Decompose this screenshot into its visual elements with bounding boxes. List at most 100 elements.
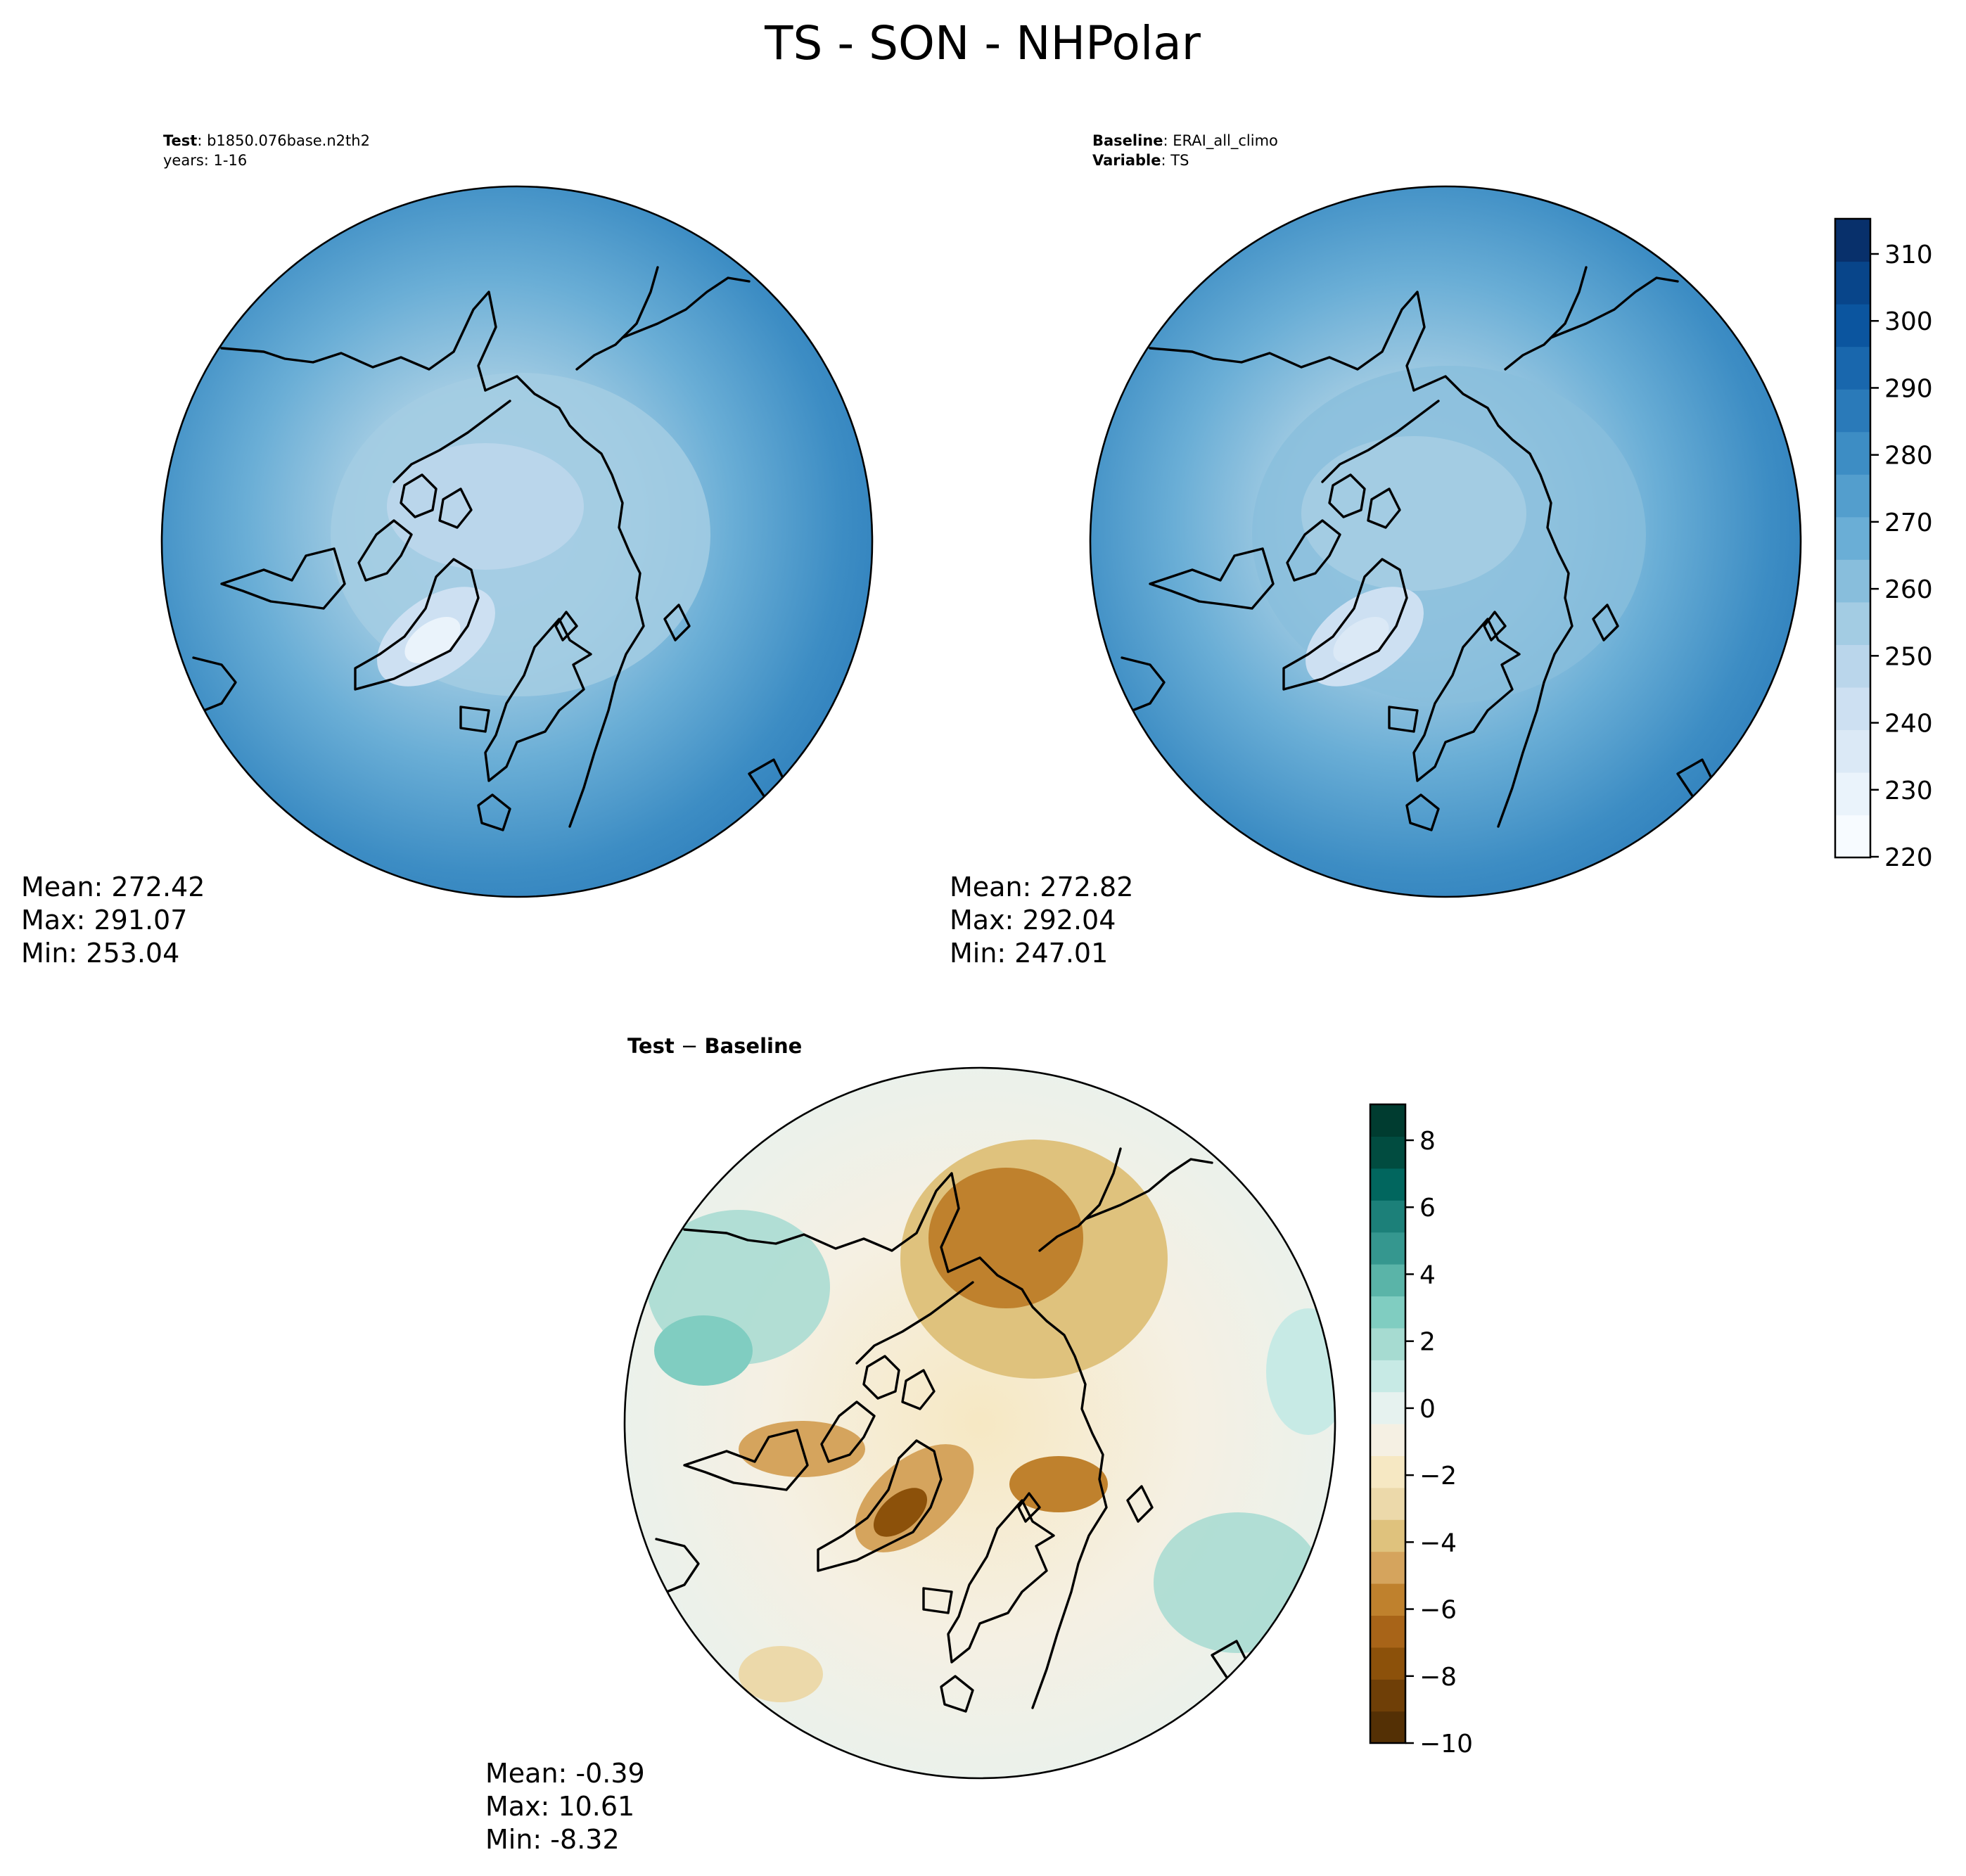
absolute-colorbar: 310 300 290 280 270 260 250 240 230 220 — [1834, 217, 1933, 872]
test-map — [162, 186, 872, 897]
baseline-mean: Mean: 272.82 — [950, 872, 1133, 902]
absolute-colorbar-ticks: 310 300 290 280 270 260 250 240 230 220 — [1870, 241, 1933, 872]
test-map-border — [160, 185, 874, 898]
difference-colorbar-swatch — [1370, 1104, 1405, 1137]
difference-colorbar-swatch — [1370, 1711, 1405, 1744]
difference-colorbar-swatch — [1370, 1327, 1405, 1360]
difference-colorbar-swatch — [1370, 1136, 1405, 1169]
diff-mean: Mean: -0.39 — [485, 1758, 645, 1789]
difference-colorbar: 8 6 4 2 0 −2 −4 −6 −8 −10 — [1369, 1103, 1473, 1759]
diff-warm-east — [1266, 1308, 1335, 1435]
test-label-key: Test — [163, 132, 197, 149]
diff-label-test: Test — [627, 1034, 675, 1058]
test-mean: Mean: 272.42 — [21, 872, 205, 902]
absolute-colorbar-swatch — [1835, 729, 1870, 773]
absolute-colorbar-tick-label: 220 — [1884, 843, 1933, 872]
diff-cold-greenland-core — [873, 1488, 928, 1537]
test-min: Min: 253.04 — [21, 938, 179, 969]
test-case-name: b1850.076base.n2th2 — [207, 132, 370, 149]
difference-colorbar-tick-label: −8 — [1419, 1663, 1457, 1692]
difference-colorbar-swatch — [1370, 1264, 1405, 1296]
difference-colorbar-tick-label: 4 — [1419, 1261, 1436, 1289]
test-greenland-core — [404, 617, 461, 663]
figure-title: TS - SON - NHPolar — [764, 16, 1201, 70]
difference-colorbar-swatch — [1370, 1168, 1405, 1201]
absolute-colorbar-swatch — [1835, 644, 1870, 688]
absolute-colorbar-tick-label: 270 — [1884, 509, 1933, 537]
absolute-colorbar-swatch — [1835, 219, 1870, 262]
difference-colorbar-swatch — [1370, 1296, 1405, 1329]
baseline-variable-name: TS — [1170, 152, 1189, 169]
absolute-colorbar-swatch — [1835, 304, 1870, 347]
absolute-colorbar-swatch — [1835, 516, 1870, 560]
baseline-ocean-core — [1301, 436, 1526, 591]
difference-colorbar-tick-label: 2 — [1419, 1328, 1436, 1357]
difference-colorbar-swatch — [1370, 1200, 1405, 1233]
diff-min: Min: -8.32 — [485, 1824, 620, 1855]
test-label-sep: : — [197, 132, 207, 149]
absolute-colorbar-tick-label: 250 — [1884, 642, 1933, 671]
test-panel: Test: b1850.076base.n2th2 years: 1-16 Me… — [21, 132, 874, 969]
diff-warm-west-core — [654, 1315, 753, 1386]
absolute-colorbar-tick-label: 310 — [1884, 241, 1933, 269]
difference-colorbar-swatch — [1370, 1391, 1405, 1424]
absolute-colorbar-tick-label: 260 — [1884, 575, 1933, 604]
difference-colorbar-tick-label: −10 — [1419, 1730, 1473, 1759]
absolute-colorbar-tick-label: 230 — [1884, 777, 1933, 805]
difference-colorbar-swatch — [1370, 1424, 1405, 1456]
absolute-colorbar-swatch — [1835, 474, 1870, 518]
baseline-max: Max: 292.04 — [950, 905, 1116, 936]
difference-colorbar-swatches — [1370, 1104, 1405, 1744]
difference-colorbar-swatch — [1370, 1487, 1405, 1520]
difference-colorbar-tick-label: 0 — [1419, 1395, 1436, 1424]
absolute-colorbar-swatch — [1835, 772, 1870, 816]
absolute-colorbar-tick-label: 300 — [1884, 307, 1933, 336]
baseline-variable-key: Variable — [1092, 152, 1161, 169]
diff-map-border — [623, 1066, 1336, 1780]
absolute-colorbar-tick-label: 280 — [1884, 442, 1933, 471]
diff-cold-atlantic — [739, 1646, 823, 1702]
test-panel-header: Test: b1850.076base.n2th2 — [163, 132, 370, 149]
diff-panel: Test − Baseline Mean: -0.39 Max: 10.61 M… — [485, 1034, 1336, 1855]
baseline-label-sep: : — [1163, 132, 1173, 149]
baseline-greenland-core — [1333, 617, 1389, 663]
diff-panel-header: Test − Baseline — [627, 1034, 802, 1058]
baseline-panel: Baseline: ERAI_all_climo Variable: TS Me… — [950, 132, 1802, 969]
difference-colorbar-swatch — [1370, 1232, 1405, 1265]
absolute-colorbar-swatch — [1835, 815, 1870, 858]
absolute-colorbar-swatch — [1835, 389, 1870, 433]
baseline-label-key: Baseline — [1092, 132, 1163, 149]
baseline-variable-line: Variable: TS — [1092, 152, 1189, 169]
difference-colorbar-swatch — [1370, 1647, 1405, 1680]
baseline-panel-header: Baseline: ERAI_all_climo — [1092, 132, 1278, 150]
absolute-colorbar-swatch — [1835, 559, 1870, 603]
difference-colorbar-swatch — [1370, 1551, 1405, 1584]
absolute-colorbar-frame — [1834, 217, 1872, 859]
difference-colorbar-frame — [1369, 1103, 1407, 1744]
difference-colorbar-tick-label: 8 — [1419, 1127, 1436, 1156]
absolute-colorbar-swatch — [1835, 431, 1870, 475]
difference-colorbar-tick-label: 6 — [1419, 1194, 1436, 1223]
difference-colorbar-swatch — [1370, 1519, 1405, 1552]
difference-colorbar-swatch — [1370, 1583, 1405, 1616]
absolute-colorbar-swatch — [1835, 687, 1870, 730]
diff-max: Max: 10.61 — [485, 1791, 634, 1822]
difference-colorbar-tick-label: −2 — [1419, 1462, 1457, 1491]
absolute-colorbar-swatch — [1835, 261, 1870, 305]
diff-cold-arctic-core — [928, 1168, 1083, 1308]
test-max: Max: 291.07 — [21, 905, 187, 936]
diff-label-baseline: Baseline — [704, 1034, 802, 1058]
baseline-variable-sep: : — [1161, 152, 1170, 169]
absolute-colorbar-tick-label: 290 — [1884, 374, 1933, 403]
test-years: years: 1-16 — [163, 152, 247, 169]
absolute-colorbar-swatches — [1835, 219, 1870, 858]
difference-colorbar-ticks: 8 6 4 2 0 −2 −4 −6 −8 −10 — [1405, 1127, 1473, 1759]
diff-label-minus: − — [675, 1034, 705, 1058]
baseline-min: Min: 247.01 — [950, 938, 1108, 969]
test-ocean-cold-core — [387, 443, 584, 570]
absolute-colorbar-tick-label: 240 — [1884, 710, 1933, 739]
absolute-colorbar-swatch — [1835, 346, 1870, 390]
difference-colorbar-tick-label: −6 — [1419, 1596, 1457, 1625]
absolute-colorbar-swatch — [1835, 601, 1870, 645]
